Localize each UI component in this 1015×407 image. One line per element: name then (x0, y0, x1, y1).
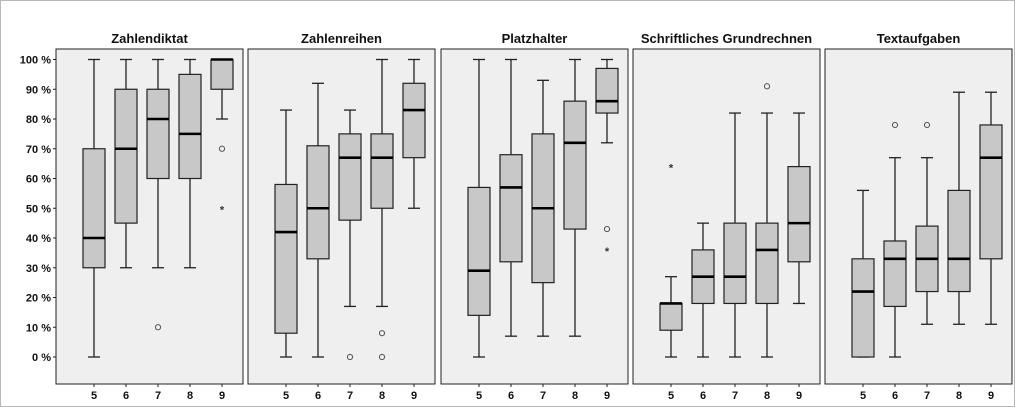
box (402, 82, 426, 159)
box (338, 133, 362, 221)
x-tick-label: 7 (540, 390, 546, 402)
outlier-point (923, 121, 931, 129)
box (563, 100, 587, 230)
x-tick-label: 7 (347, 390, 353, 402)
y-tick-label: 80 % (26, 114, 51, 126)
x-tick-label: 5 (476, 390, 482, 402)
outlier-point (603, 225, 611, 233)
panel-title: Schriftliches Grundrechnen (641, 31, 812, 46)
box (370, 133, 394, 209)
x-tick-label: 7 (155, 390, 161, 402)
y-tick-label: 0 % (32, 352, 51, 364)
box (979, 124, 1003, 260)
outlier-point (154, 324, 162, 331)
x-tick-label: 5 (283, 390, 289, 402)
panel-title: Zahlenreihen (301, 31, 382, 46)
y-tick-label: 10 % (26, 322, 51, 334)
x-tick-label: 6 (315, 390, 321, 402)
x-tick-label: 5 (860, 390, 866, 402)
box (146, 88, 170, 180)
x-tick-label: 5 (91, 390, 97, 402)
x-tick-label: 8 (764, 390, 770, 402)
y-tick-label: 70 % (26, 144, 51, 156)
outlier-point (346, 353, 354, 361)
y-tick-label: 60 % (26, 174, 51, 186)
box (467, 186, 491, 316)
x-tick-label: 6 (700, 390, 706, 402)
box (947, 189, 971, 293)
box (178, 73, 202, 180)
outlier-point (218, 145, 226, 152)
y-tick-label: 40 % (26, 233, 51, 245)
x-tick-label: 9 (988, 390, 994, 402)
box (755, 222, 779, 305)
box (114, 88, 138, 224)
box (595, 67, 619, 114)
x-tick-label: 8 (572, 390, 578, 402)
panel-title: Platzhalter (502, 31, 568, 46)
box (883, 240, 907, 308)
x-tick-label: 7 (924, 390, 930, 402)
box (659, 302, 683, 331)
x-tick-label: 6 (892, 390, 898, 402)
box (210, 58, 234, 90)
outlier-point (378, 353, 386, 361)
y-tick-label: 90 % (26, 84, 51, 96)
y-tick-label: 50 % (26, 203, 51, 215)
box (723, 222, 747, 305)
x-tick-label: 5 (668, 390, 674, 402)
x-tick-label: 9 (219, 390, 225, 402)
panel-title: Textaufgaben (877, 31, 961, 46)
outlier-point (763, 83, 771, 90)
box (306, 145, 330, 260)
x-tick-label: 8 (379, 390, 385, 402)
x-tick-label: 6 (508, 390, 514, 402)
extreme-point: * (220, 204, 225, 216)
box (851, 258, 875, 358)
box (499, 154, 523, 263)
outlier-point (378, 330, 386, 337)
panel-title: Zahlendiktat (111, 31, 188, 46)
y-tick-label: 30 % (26, 263, 51, 275)
x-tick-label: 9 (604, 390, 610, 402)
box (787, 166, 811, 263)
x-tick-label: 7 (732, 390, 738, 402)
x-tick-label: 8 (187, 390, 193, 402)
box (274, 183, 298, 334)
x-tick-label: 9 (411, 390, 417, 402)
outlier-point (891, 121, 899, 129)
extreme-point: * (605, 246, 610, 258)
y-tick-label: 100 % (20, 55, 51, 67)
x-tick-label: 8 (956, 390, 962, 402)
x-tick-label: 6 (123, 390, 129, 402)
extreme-point: * (669, 163, 674, 175)
x-tick-label: 9 (796, 390, 802, 402)
box (82, 148, 106, 269)
y-tick-label: 20 % (26, 293, 51, 305)
